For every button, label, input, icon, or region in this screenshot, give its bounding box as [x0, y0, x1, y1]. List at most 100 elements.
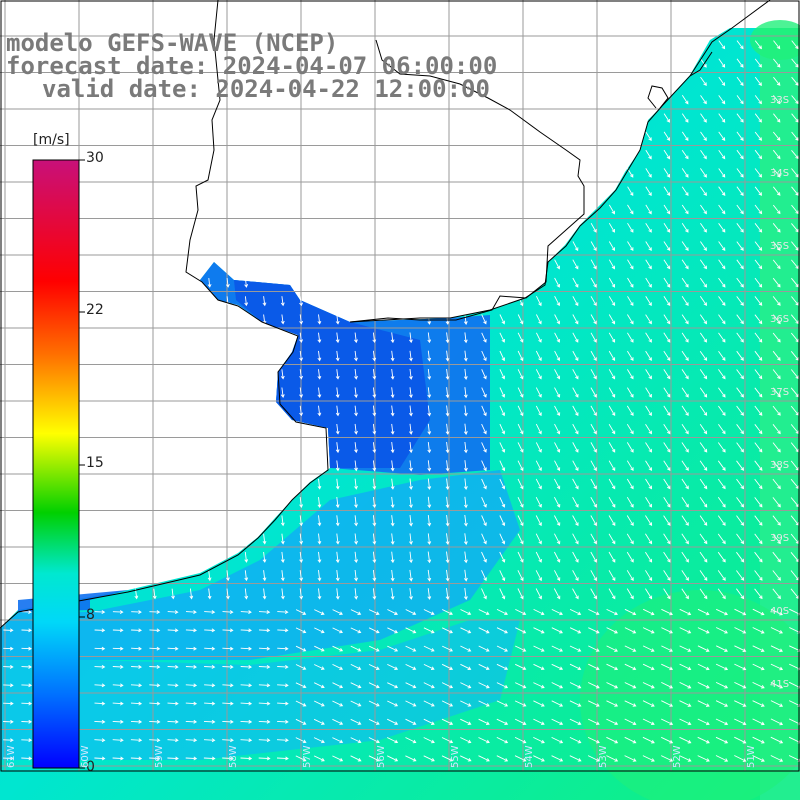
arrow-icon	[715, 718, 729, 726]
arrow-icon	[772, 259, 781, 270]
arrow-icon	[661, 681, 674, 689]
arrow-icon	[441, 755, 454, 762]
arrow-icon	[554, 496, 561, 508]
arrow-icon	[409, 478, 413, 490]
arrow-icon	[499, 533, 506, 545]
arrow-icon	[277, 610, 289, 614]
lat-lon-grid	[0, 0, 800, 771]
arrow-icon	[700, 186, 707, 197]
arrow-icon	[317, 533, 322, 545]
arrow-icon	[427, 460, 432, 472]
arrow-icon	[791, 76, 799, 86]
arrow-icon	[554, 350, 561, 362]
arrow-icon	[681, 95, 689, 105]
arrow-icon	[535, 442, 542, 453]
arrow-icon	[332, 718, 344, 725]
arrow-icon	[718, 241, 726, 252]
arrow-icon	[335, 350, 340, 362]
arrow-icon	[736, 497, 745, 508]
arrow-icon	[718, 76, 726, 87]
arrow-icon	[535, 405, 542, 417]
arrow-icon	[478, 682, 490, 689]
arrow-icon	[736, 113, 744, 123]
arrow-icon	[681, 168, 689, 178]
arrow-icon	[608, 277, 616, 288]
arrow-icon	[754, 58, 762, 68]
arrow-icon	[3, 665, 14, 669]
arrow-icon	[317, 369, 322, 380]
arrow-icon	[535, 332, 542, 343]
arrow-icon	[681, 222, 689, 233]
arrow-icon	[533, 736, 545, 744]
arrow-icon	[460, 682, 472, 689]
arrow-icon	[317, 588, 322, 600]
arrow-icon	[627, 186, 634, 197]
arrow-icon	[533, 663, 545, 671]
arrow-icon	[409, 533, 413, 545]
arrow-icon	[499, 332, 506, 343]
arrow-icon	[350, 645, 362, 652]
arrow-icon	[681, 149, 689, 160]
arrow-icon	[226, 570, 230, 582]
arrow-icon	[772, 350, 781, 361]
arrow-icon	[699, 533, 708, 545]
arrow-icon	[372, 369, 377, 380]
arrow-icon	[423, 737, 435, 744]
arrow-icon	[663, 204, 671, 215]
arrow-icon	[700, 223, 707, 233]
arrow-icon	[496, 645, 508, 652]
arrow-icon	[368, 645, 380, 652]
arrow-icon	[645, 259, 652, 270]
arrow-icon	[350, 755, 362, 762]
arrow-icon	[608, 570, 616, 582]
arrow-icon	[773, 76, 781, 86]
arrow-icon	[409, 569, 413, 582]
arrow-icon	[554, 478, 561, 490]
arrow-icon	[277, 701, 289, 706]
arrow-icon	[317, 570, 322, 582]
arrow-icon	[590, 332, 597, 343]
arrow-icon	[409, 515, 413, 527]
arrow-icon	[754, 551, 763, 563]
arrow-icon	[734, 718, 747, 726]
arrow-icon	[203, 719, 216, 724]
arrow-icon	[645, 423, 652, 435]
arrow-icon	[608, 314, 616, 325]
arrow-icon	[699, 332, 707, 343]
lon-label: 53W	[598, 745, 609, 768]
arrow-icon	[405, 718, 417, 725]
arrow-icon	[754, 241, 763, 251]
arrow-icon	[354, 442, 358, 454]
arrow-icon	[772, 588, 781, 600]
arrow-icon	[21, 610, 32, 614]
lat-label: 39S	[770, 533, 790, 544]
river-plate-north-shore	[349, 39, 585, 323]
arrow-icon	[481, 478, 487, 490]
arrow-icon	[295, 682, 307, 689]
arrow-icon	[642, 645, 655, 652]
arrow-icon	[405, 663, 417, 670]
arrow-icon	[204, 610, 216, 614]
arrow-icon	[354, 588, 359, 600]
arrow-icon	[499, 387, 506, 398]
arrow-icon	[717, 533, 726, 545]
arrow-icon	[445, 423, 450, 435]
arrow-icon	[313, 737, 325, 744]
arrow-icon	[627, 369, 634, 380]
arrow-icon	[699, 460, 708, 471]
arrow-icon	[791, 150, 799, 160]
arrow-icon	[554, 551, 561, 563]
arrow-icon	[645, 478, 652, 490]
lon-label: 59W	[154, 745, 165, 768]
arrow-icon	[736, 533, 744, 545]
arrow-icon	[258, 738, 271, 743]
arrow-icon	[663, 277, 671, 288]
arrow-icon	[681, 277, 689, 288]
arrow-icon	[240, 756, 253, 761]
arrow-icon	[736, 588, 745, 600]
arrow-icon	[572, 588, 579, 600]
arrow-icon	[791, 40, 799, 50]
valid-date: valid date: 2024-04-22 12:00:00	[42, 75, 490, 103]
arrow-icon	[533, 718, 545, 726]
arrow-icon	[460, 645, 472, 652]
